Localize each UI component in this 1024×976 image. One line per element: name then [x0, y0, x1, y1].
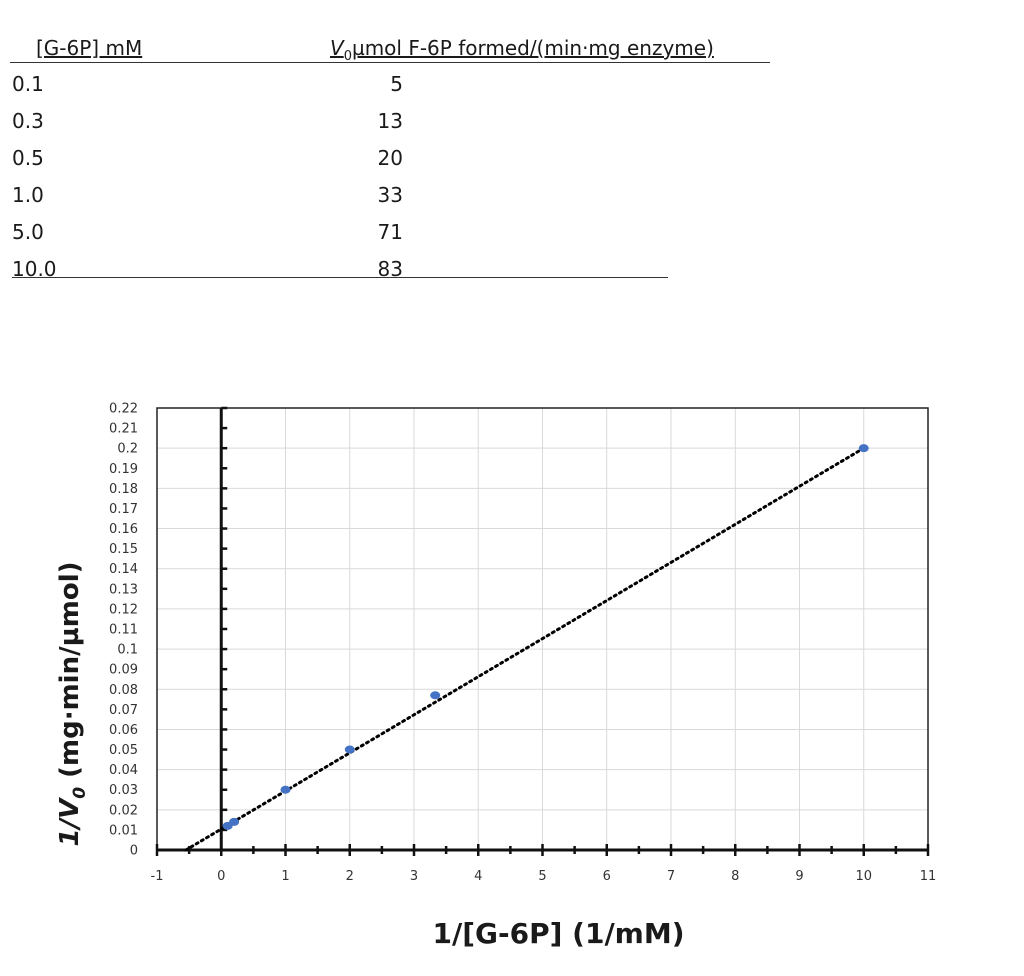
concentration-cell: 0.3	[12, 109, 44, 133]
y-tick-label: 0.18	[109, 482, 138, 497]
x-tick-label: 5	[538, 869, 546, 884]
x-tick-label: 1	[281, 869, 289, 884]
table-header: [G-6P] mM V0µmol F-6P formed/(min·mg enz…	[10, 30, 770, 66]
header-velocity-symbol: V	[330, 36, 344, 60]
x-tick-label: 10	[855, 869, 872, 884]
x-tick-label: -1	[151, 869, 164, 884]
table-row: 0.1 5	[10, 66, 770, 103]
x-tick-label: 11	[920, 869, 937, 884]
concentration-cell: 0.1	[12, 72, 44, 96]
x-tick-label: 3	[410, 869, 418, 884]
y-tick-label: 0.16	[109, 522, 138, 537]
x-tick-label: 6	[603, 869, 611, 884]
velocity-cell: 13	[377, 109, 403, 133]
y-axis-title: 1/V0 (mg·min/µmol)	[55, 562, 90, 847]
y-tick-label: 0.08	[109, 683, 138, 698]
x-tick-label: 7	[667, 869, 675, 884]
y-tick-label: 0.21	[109, 422, 138, 437]
y-tick-label: 0	[130, 844, 138, 859]
x-tick-label: 2	[346, 869, 354, 884]
table-bottom-rule	[12, 277, 668, 278]
x-axis-title: 1/[G-6P] (1/mM)	[433, 917, 685, 950]
data-point	[858, 444, 869, 453]
y-tick-label: 0.2	[117, 442, 138, 457]
header-velocity-units: µmol F-6P formed/(min·mg enzyme)	[351, 36, 714, 60]
trendline	[184, 446, 866, 852]
y-tick-label: 0.19	[109, 462, 138, 477]
y-tick-label: 0.06	[109, 723, 138, 738]
x-tick-label: 8	[731, 869, 739, 884]
y-tick-label: 0.01	[109, 823, 138, 838]
data-point	[344, 745, 355, 754]
header-velocity: V0µmol F-6P formed/(min·mg enzyme)	[330, 36, 714, 64]
y-tick-label: 0.12	[109, 602, 138, 617]
header-velocity-subscript: 0	[343, 49, 352, 64]
table-row: 5.0 71	[10, 214, 770, 251]
y-axis-title-prefix: 1/V	[55, 797, 85, 847]
y-tick-label: 0.04	[109, 763, 138, 778]
table-top-rule	[10, 62, 770, 63]
x-tick-label: 9	[795, 869, 803, 884]
y-tick-label: 0.09	[109, 663, 138, 678]
table-row: 10.0 83	[10, 251, 770, 288]
concentration-cell: 5.0	[12, 220, 44, 244]
x-tick-label: 4	[474, 869, 482, 884]
table-row: 0.5 20	[10, 140, 770, 177]
y-tick-label: 0.11	[109, 623, 138, 638]
velocity-cell: 71	[377, 220, 403, 244]
data-point	[229, 817, 240, 826]
y-axis-title-subscript: 0	[70, 787, 90, 799]
data-table: [G-6P] mM V0µmol F-6P formed/(min·mg enz…	[10, 30, 770, 288]
velocity-cell: 5	[390, 72, 403, 96]
y-tick-label: 0.22	[109, 402, 138, 417]
data-point	[430, 691, 441, 700]
y-tick-label: 0.02	[109, 803, 138, 818]
concentration-cell: 1.0	[12, 183, 44, 207]
velocity-cell: 33	[377, 183, 403, 207]
y-tick-label: 0.15	[109, 542, 138, 557]
y-tick-label: 0.13	[109, 582, 138, 597]
x-tick-label: 0	[217, 869, 225, 884]
lineweaver-burk-chart: 0 0.01 0.02 0.03 0.04 0.05 0.06 0.07 0.08 0.09 0.1…	[55, 402, 937, 951]
velocity-cell: 20	[377, 146, 403, 170]
y-tick-label: 0.14	[109, 562, 138, 577]
y-tick-label: 0.03	[109, 783, 138, 798]
table-row: 0.3 13	[10, 103, 770, 140]
y-axis-title-units: (mg·min/µmol)	[55, 562, 85, 787]
header-concentration: [G-6P] mM	[36, 36, 143, 60]
data-point	[280, 785, 291, 794]
table-row: 1.0 33	[10, 177, 770, 214]
y-tick-label: 0.05	[109, 743, 138, 758]
y-tick-label: 0.07	[109, 703, 138, 718]
table-body: 0.1 5 0.3 13 0.5 20 1.0 33 5.0 71 10.0 83	[10, 66, 770, 288]
concentration-cell: 0.5	[12, 146, 44, 170]
y-tick-label: 0.17	[109, 502, 138, 517]
y-tick-label: 0.1	[117, 643, 138, 658]
